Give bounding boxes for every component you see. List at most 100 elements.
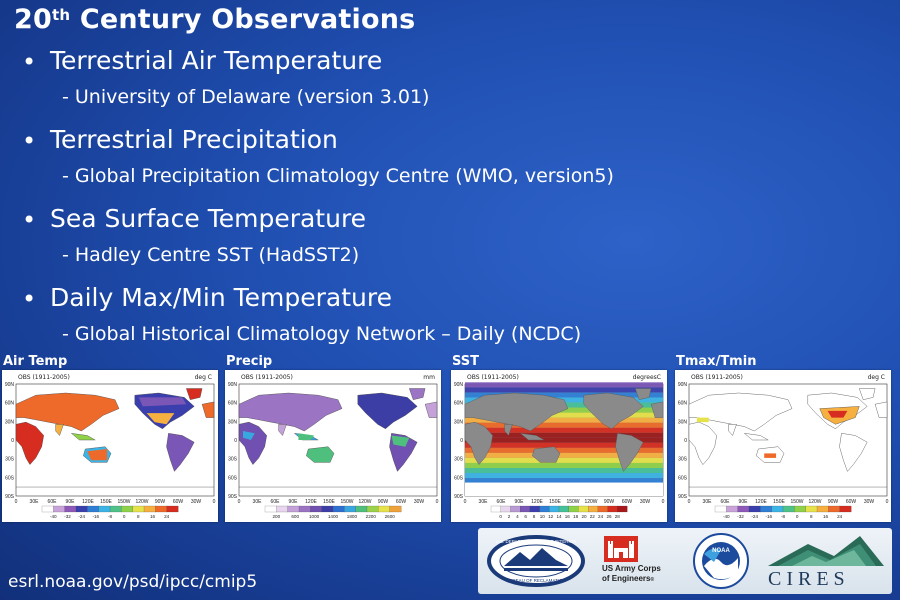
colorbar-tick-label: -8 (781, 514, 786, 519)
colorbar-swatch (529, 505, 541, 513)
colorbar-swatch (794, 505, 807, 513)
panel-obs-label: OBS (1911-2005) (18, 374, 70, 381)
lon-tick-label: 30W (640, 499, 651, 505)
colorbar-swatch (568, 505, 579, 513)
colorbar-swatch (828, 505, 841, 513)
map-panel-tmax-tmin: 90N 60N 30N 0 30S 60S 90S 0 30E 60E 90E 120E 150E 150… (675, 370, 891, 522)
colorbar-tick-label: 200 (272, 514, 280, 519)
colorbar-tick-label: -32 (64, 514, 71, 519)
colorbar-swatch (490, 505, 502, 513)
lon-tick-label: 0 (213, 499, 216, 505)
colorbar-tick-label: -8 (108, 514, 113, 519)
bureau-of-reclamation-logo: U.S. DEPARTMENT OF THE INTERIOR BUREAU O… (487, 535, 585, 587)
lon-tick-label: 30E (479, 499, 489, 505)
lon-tick-label: 0 (436, 499, 439, 505)
colorbar-swatch (737, 505, 750, 513)
map-panel-sst: 90N 60N 30N 0 30S 60S 90S 0 30E 60E 90E 120E 150E 150… (451, 370, 667, 522)
colorbar-swatch (558, 505, 570, 513)
colorbar-tick-label: -24 (751, 514, 758, 519)
reclamation-bottom-text: BUREAU OF RECLAMATION (506, 578, 566, 583)
colorbar-tick-label: 600 (291, 514, 299, 519)
lon-tick-label: 30E (30, 499, 40, 505)
item-heading: Terrestrial Precipitation (50, 125, 338, 154)
panel-obs-label: OBS (1911-2005) (691, 374, 743, 381)
lat-tick-label: 30N (5, 419, 15, 425)
lon-tick-label: 0 (688, 499, 691, 505)
panel-unit-label: deg C (194, 374, 212, 381)
colorbar-tick-label: 2 (508, 514, 511, 519)
colorbar-tick-label: 18 (573, 514, 579, 519)
lon-tick-label: 150W (117, 499, 130, 505)
lon-tick-label: 90E (289, 499, 299, 505)
colorbar-swatch (839, 505, 852, 513)
lon-tick-label: 120E (531, 499, 543, 505)
colorbar-swatch (588, 505, 599, 513)
lon-tick-label: 150E (549, 499, 561, 505)
reclamation-top-text: U.S. DEPARTMENT OF THE INTERIOR (496, 539, 578, 544)
colorbar-tick-label: 0 (123, 514, 126, 519)
bullet-icon: • (22, 285, 37, 313)
colorbar-swatch (132, 505, 145, 513)
colorbar-tick-label: 6 (524, 514, 527, 519)
lat-tick-label: 90S (454, 494, 464, 500)
colorbar-tick-label: -32 (737, 514, 744, 519)
lat-tick-label: 60N (678, 401, 688, 407)
noaa-text: NOAA (712, 548, 730, 554)
lat-tick-label: 60N (454, 401, 464, 407)
colorbar-tick-label: 8 (533, 514, 536, 519)
lat-tick-label: 60S (678, 475, 688, 481)
lon-tick-label: 120W (584, 499, 597, 505)
colorbar-swatch (276, 505, 288, 513)
colorbar-tick-label: 16 (565, 514, 571, 519)
lon-tick-label: 0 (238, 499, 241, 505)
lon-tick-label: 0 (15, 499, 18, 505)
title-number: 20 (14, 4, 52, 35)
map-panel-precip: 90N 60N 30N 0 30S 60S 90S 0 30E 60E 90E 120E 150E 150… (225, 370, 441, 522)
lon-tick-label: 150W (790, 499, 803, 505)
colorbar-tick-label: 28 (615, 514, 621, 519)
colorbar-tick-label: 26 (606, 514, 612, 519)
item-source: - University of Delaware (version 3.01) (62, 86, 430, 108)
lat-tick-label: 90N (678, 382, 688, 388)
colorbar-swatch (166, 505, 179, 513)
castle-icon (604, 536, 638, 562)
colorbar-tick-label: 1800 (347, 514, 358, 519)
lat-tick-label: 90N (228, 382, 238, 388)
lon-tick-label: 120E (305, 499, 317, 505)
panel-obs-label: OBS (1911-2005) (467, 374, 519, 381)
colorbar-swatch (578, 505, 589, 513)
colorbar-tick-label: 1000 (309, 514, 320, 519)
footer-url: esrl.noaa.gov/psd/ipcc/cmip5 (8, 572, 258, 592)
lat-tick-label: 30S (5, 457, 15, 463)
lat-tick-label: 60S (5, 475, 15, 481)
panel-obs-label: OBS (1911-2005) (241, 374, 293, 381)
colorbar-tick-label: 2200 (366, 514, 377, 519)
colorbar-tick-label: 0 (796, 514, 799, 519)
lat-tick-label: 90N (5, 382, 15, 388)
lon-tick-label: 120E (755, 499, 767, 505)
lat-tick-label: 90S (678, 494, 688, 500)
panel-label-sst: SST (452, 354, 480, 369)
colorbar-swatch (366, 505, 379, 513)
colorbar-tick-label: -40 (50, 514, 57, 519)
colorbar-swatch (760, 505, 773, 513)
colorbar-swatch (748, 505, 761, 513)
agency-logo-bar: U.S. DEPARTMENT OF THE INTERIOR BUREAU O… (478, 528, 892, 594)
colorbar-swatch (549, 505, 560, 513)
colorbar-tick-label: 1400 (328, 514, 339, 519)
lon-tick-label: 90E (515, 499, 525, 505)
colorbar-swatch (344, 505, 357, 513)
colorbar-tick-label: 2600 (385, 514, 396, 519)
colorbar-tick-label: 24 (164, 514, 170, 519)
item-source: - Global Historical Climatology Network … (62, 323, 582, 345)
lon-tick-label: 0 (662, 499, 665, 505)
colorbar-tick-label: 8 (810, 514, 813, 519)
usace-logo: US Army Corps of Engineers® (602, 536, 662, 588)
colorbar-tick-label: 24 (837, 514, 843, 519)
item-heading: Sea Surface Temperature (50, 204, 367, 233)
lon-tick-label: 90W (155, 499, 166, 505)
lat-tick-label: 60S (454, 475, 464, 481)
